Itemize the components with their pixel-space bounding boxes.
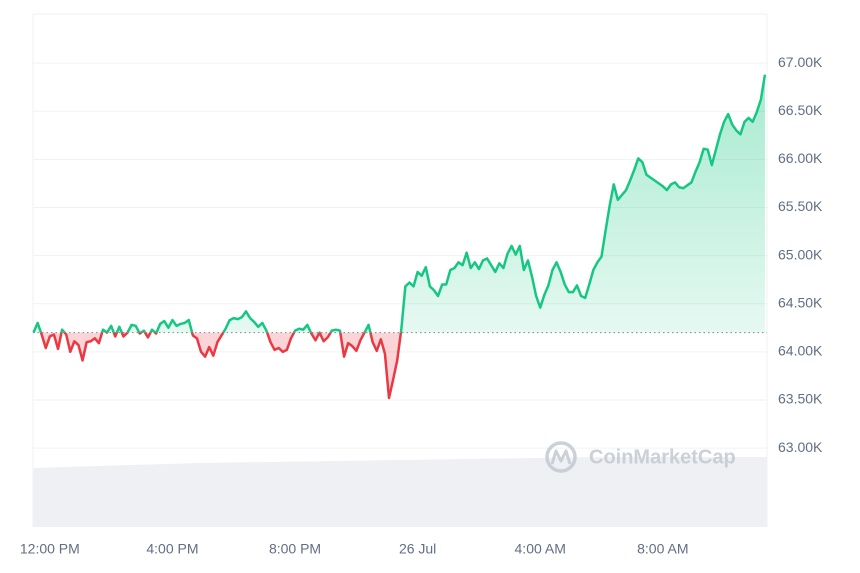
price-line-down <box>33 332 403 400</box>
y-tick-label: 65.00K <box>778 246 823 262</box>
x-tick-label: 26 Jul <box>399 541 436 557</box>
x-tick-label: 4:00 AM <box>515 541 566 557</box>
x-tick-label: 8:00 AM <box>637 541 688 557</box>
mark-layer <box>32 74 767 400</box>
y-tick-label: 64.50K <box>778 294 823 310</box>
watermark-logo-mark <box>550 449 572 465</box>
y-tick-label: 66.00K <box>778 150 823 166</box>
y-tick-label: 66.50K <box>778 102 823 118</box>
price-line-up <box>32 74 767 333</box>
y-tick-label: 65.50K <box>778 198 823 214</box>
y-tick-label: 64.00K <box>778 343 823 359</box>
y-tick-label: 63.50K <box>778 391 823 407</box>
x-tick-label: 8:00 PM <box>269 541 321 557</box>
y-tick-label: 67.00K <box>778 54 823 70</box>
x-tick-label: 4:00 PM <box>146 541 198 557</box>
watermark-text: CoinMarketCap <box>589 446 736 468</box>
watermark: CoinMarketCap <box>545 441 736 473</box>
y-tick-label: 63.00K <box>778 439 823 455</box>
volume-backdrop <box>33 457 767 527</box>
watermark-logo <box>545 441 577 473</box>
x-tick-label: 12:00 PM <box>20 541 80 557</box>
label-layer: 63.00K 63.50K 64.00K 64.50K 65.00K 65.50K 66.0… <box>20 54 823 557</box>
area-up <box>33 74 765 333</box>
